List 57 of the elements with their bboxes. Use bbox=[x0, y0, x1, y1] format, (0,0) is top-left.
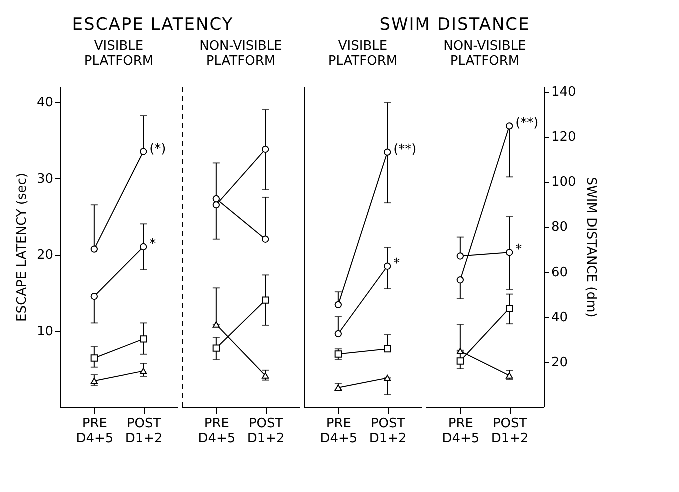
point bbox=[456, 252, 464, 260]
point bbox=[506, 122, 514, 130]
point bbox=[334, 330, 342, 338]
y-tick-label: 20 bbox=[36, 248, 54, 264]
x-tick-label: PRE D4+5 bbox=[76, 416, 114, 446]
point bbox=[212, 202, 220, 209]
point bbox=[506, 249, 514, 256]
point bbox=[262, 296, 270, 304]
point bbox=[262, 146, 270, 154]
x-tick-label: POST D1+2 bbox=[369, 416, 407, 446]
x-tick-label: PRE D4+5 bbox=[442, 416, 480, 446]
x-tick-label: PRE D4+5 bbox=[198, 416, 236, 446]
point bbox=[90, 292, 98, 300]
point bbox=[384, 148, 392, 156]
annotation: (**) bbox=[516, 116, 539, 132]
y-tick-label: 100 bbox=[552, 175, 576, 190]
point bbox=[90, 354, 98, 362]
annotation: * bbox=[394, 256, 401, 272]
chart-subtitle: NON-VISIBLE PLATFORM bbox=[442, 39, 528, 71]
y-tick-label: 30 bbox=[36, 172, 54, 187]
y-tick-label: 40 bbox=[36, 96, 54, 111]
point bbox=[384, 262, 392, 270]
y-tick-label: 140 bbox=[552, 85, 576, 100]
annotation: (**) bbox=[394, 142, 417, 158]
point bbox=[334, 301, 342, 308]
chart-subtitle: NON-VISIBLE PLATFORM bbox=[198, 39, 284, 71]
y-tick-label: 20 bbox=[552, 355, 568, 370]
point bbox=[384, 346, 392, 353]
point bbox=[140, 243, 148, 251]
y-tick-label: 60 bbox=[552, 265, 568, 280]
annotation: (*) bbox=[150, 142, 166, 157]
point bbox=[140, 148, 148, 156]
point bbox=[456, 276, 464, 284]
chart-subtitle: VISIBLE PLATFORM bbox=[83, 39, 155, 71]
point bbox=[506, 304, 514, 312]
x-tick-label: POST D1+2 bbox=[491, 416, 529, 446]
point bbox=[212, 195, 220, 203]
chart-subtitle: VISIBLE PLATFORM bbox=[327, 39, 399, 71]
x-tick-label: POST D1+2 bbox=[125, 416, 163, 446]
point bbox=[90, 246, 98, 253]
point bbox=[334, 350, 342, 358]
y-tick-label: 40 bbox=[552, 310, 568, 326]
y-tick-label: 10 bbox=[36, 324, 54, 340]
annotation: * bbox=[516, 242, 523, 258]
x-tick-label: PRE D4+5 bbox=[320, 416, 358, 446]
y-axis-title: SWIM DISTANCE (dm) bbox=[583, 177, 598, 318]
annotation: * bbox=[150, 237, 157, 252]
point bbox=[262, 236, 270, 243]
point bbox=[140, 336, 148, 343]
chart-title: ESCAPE LATENCY bbox=[71, 14, 235, 37]
chart-title: SWIM DISTANCE bbox=[378, 14, 532, 37]
y-tick-label: 120 bbox=[552, 130, 576, 146]
point bbox=[212, 344, 220, 352]
y-axis-title: ESCAPE LATENCY (sec) bbox=[14, 173, 30, 322]
y-tick-label: 80 bbox=[552, 220, 568, 236]
point bbox=[456, 358, 464, 365]
x-tick-label: POST D1+2 bbox=[247, 416, 285, 446]
